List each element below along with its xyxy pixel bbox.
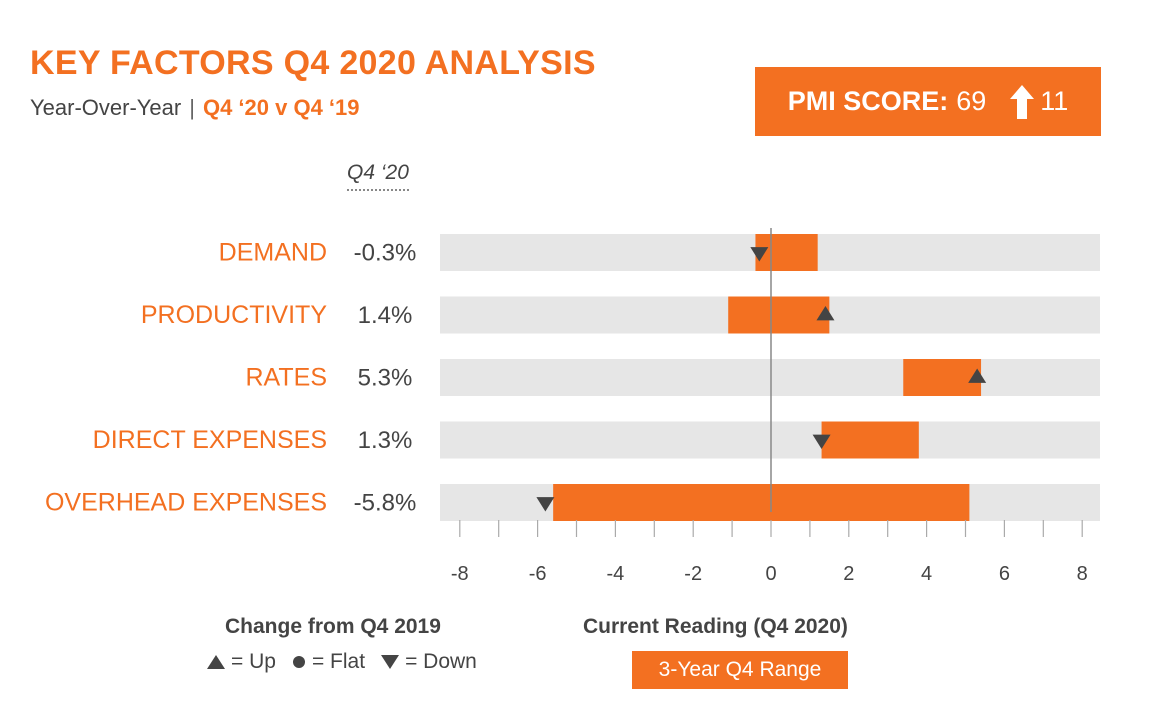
page-title: KEY FACTORS Q4 2020 ANALYSIS	[30, 44, 596, 82]
range-bar	[728, 296, 830, 334]
category-label: DEMAND	[219, 239, 327, 267]
tick-label: 0	[765, 563, 776, 585]
current-value-label: 1.3%	[358, 427, 413, 454]
current-value-label: 1.4%	[358, 302, 413, 329]
tick-label: -8	[451, 563, 469, 585]
legend-down-label: = Down	[405, 650, 477, 673]
down-triangle-icon	[381, 655, 400, 669]
tick-label: -4	[607, 563, 625, 585]
tick-label: -6	[529, 563, 547, 585]
tick-label: 4	[921, 563, 932, 585]
range-bar	[755, 234, 818, 271]
tick-label: 2	[843, 563, 854, 585]
legend-change-title: Change from Q4 2019	[225, 615, 441, 638]
pmi-score-box: PMI SCORE: 69 11	[755, 67, 1101, 136]
pmi-score-change: 11	[1040, 86, 1069, 116]
legend-flat-label: = Flat	[311, 650, 366, 673]
up-triangle-icon	[207, 655, 225, 669]
subtitle: Year-Over-Year | Q4 ‘20 v Q4 ‘19	[30, 95, 360, 121]
tick-label: 8	[1077, 563, 1088, 585]
current-value-label: -0.3%	[354, 240, 417, 267]
down-marker	[812, 434, 831, 449]
subtitle-compare: Q4 ‘20 v Q4 ‘19	[202, 95, 360, 120]
up-marker	[816, 306, 835, 321]
track-bar	[440, 421, 1100, 459]
legend-up-label: = Up	[231, 650, 276, 673]
legend-current-title: Current Reading (Q4 2020)	[583, 615, 848, 638]
category-label: RATES	[246, 364, 328, 392]
range-bar	[821, 421, 919, 459]
current-value-label: 5.3%	[358, 365, 413, 392]
legend-range-swatch: 3-Year Q4 Range	[632, 651, 848, 689]
range-bar	[903, 359, 982, 396]
range-chart: DEMAND -0.3% PRODUCTIVITY 1.4% RATES 5.3% DIRE…	[45, 228, 1100, 585]
category-label: OVERHEAD EXPENSES	[45, 489, 327, 517]
up-marker	[968, 368, 987, 383]
subtitle-separator: |	[189, 95, 195, 120]
up-arrow-icon	[1010, 84, 1035, 119]
down-marker	[750, 247, 769, 262]
pmi-score-value: 69	[956, 86, 987, 116]
flat-circle-icon	[292, 655, 306, 669]
pmi-score-label: PMI SCORE:	[787, 86, 949, 116]
range-bar	[553, 484, 970, 521]
category-label: PRODUCTIVITY	[141, 301, 327, 329]
column-header: Q4 ‘20	[347, 161, 409, 191]
down-marker	[536, 497, 555, 512]
subtitle-prefix: Year-Over-Year	[30, 95, 182, 120]
current-value-label: -5.8%	[354, 490, 417, 517]
legend-change-items: = Up = Flat = Down	[207, 650, 477, 674]
tick-label: 6	[999, 563, 1010, 585]
tick-label: -2	[684, 563, 702, 585]
track-bar	[440, 359, 1100, 396]
category-label: DIRECT EXPENSES	[93, 426, 327, 454]
